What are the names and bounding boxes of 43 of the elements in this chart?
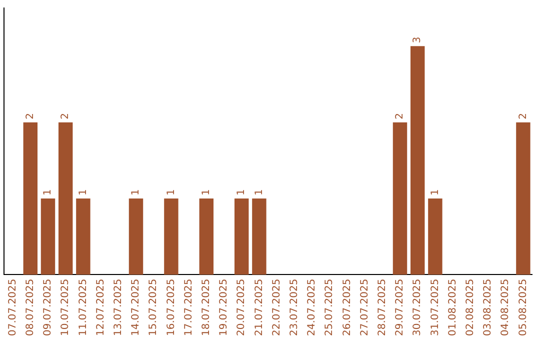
x-tick-label: 16.07.2025 [166, 278, 177, 336]
x-tick-label: 28.07.2025 [376, 278, 388, 336]
data-label: 2 [24, 112, 36, 120]
x-tick-label: 15.07.2025 [148, 278, 160, 336]
data-label: 2 [394, 112, 406, 120]
x-tick-label: 31.07.2025 [430, 278, 441, 336]
data-label: 1 [78, 189, 89, 196]
x-tick-label: 18.07.2025 [200, 278, 212, 336]
x-tick-label: 21.07.2025 [254, 278, 265, 336]
x-tick-label: 04.08.2025 [500, 278, 512, 336]
x-tick-label: 09.07.2025 [42, 278, 54, 336]
x-tick-label: 10.07.2025 [60, 278, 72, 336]
x-tick-label: 27.07.2025 [359, 278, 370, 336]
x-tick-label: 20.07.2025 [236, 278, 248, 336]
x-tick-label: 17.07.2025 [183, 278, 194, 336]
data-label: 1 [236, 189, 248, 196]
data-label: 1 [430, 189, 441, 196]
x-tick-label: 05.08.2025 [518, 278, 529, 336]
data-label: 1 [42, 189, 54, 196]
data-label: 1 [254, 189, 265, 196]
x-tick-label: 08.07.2025 [24, 278, 36, 336]
x-tick-label: 03.08.2025 [482, 278, 494, 336]
x-tick-label: 12.07.2025 [95, 278, 106, 336]
x-tick-label: 25.07.2025 [324, 278, 336, 336]
data-label: 3 [412, 36, 424, 44]
x-tick-label: 02.08.2025 [464, 278, 476, 336]
x-tick-label: 24.07.2025 [306, 278, 318, 336]
x-tick-label: 23.07.2025 [288, 278, 300, 336]
x-tick-label: 01.08.2025 [447, 278, 458, 336]
x-tick-label: 30.07.2025 [412, 278, 424, 336]
data-label: 1 [200, 189, 212, 196]
data-label: 2 [518, 112, 529, 120]
x-tick-label: 19.07.2025 [218, 278, 230, 336]
x-tick-label: 29.07.2025 [394, 278, 406, 336]
data-label: 2 [60, 112, 72, 120]
x-tick-label: 26.07.2025 [342, 278, 353, 336]
x-tick-label: 13.07.2025 [112, 278, 124, 336]
x-tick-label: 14.07.2025 [130, 278, 142, 336]
data-label: 1 [166, 189, 177, 196]
x-tick-label: 11.07.2025 [78, 278, 89, 336]
data-label: 1 [130, 189, 142, 196]
x-tick-label: 22.07.2025 [271, 278, 282, 336]
x-tick-label: 07.07.2025 [7, 278, 18, 336]
